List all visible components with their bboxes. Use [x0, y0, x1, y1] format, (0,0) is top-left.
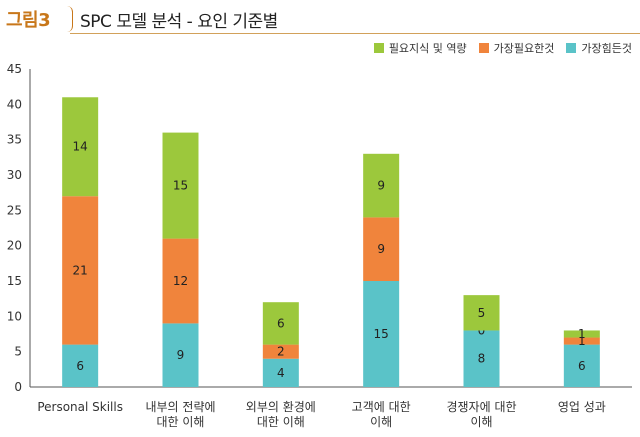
- x-tick-label: 대한 이해: [257, 415, 305, 429]
- legend-item-hardest: 가장힘든것: [566, 40, 632, 56]
- legend-label-knowledge: 필요지식 및 역량: [388, 42, 467, 55]
- data-label: 9: [377, 242, 385, 256]
- bar-segment: [463, 330, 500, 387]
- bar-segment: [162, 132, 199, 239]
- y-tick-label: 0: [14, 380, 22, 394]
- title-underline: [70, 33, 640, 34]
- legend-label-hardest: 가장힘든것: [581, 42, 632, 55]
- bar-segment: [563, 344, 600, 387]
- figure-tag: 그림3: [6, 10, 51, 31]
- bar-segment: [162, 238, 199, 324]
- x-tick-label: 이해: [470, 415, 492, 429]
- bar-segment: [62, 97, 99, 197]
- legend-item-needed: 가장필요한것: [478, 40, 555, 56]
- y-tick-label: 5: [14, 345, 22, 359]
- legend-label-needed: 가장필요한것: [493, 42, 555, 55]
- bar-segment: [363, 281, 400, 387]
- x-tick-label: 내부의 전략에: [145, 400, 215, 414]
- y-tick-label: 15: [7, 274, 22, 288]
- legend: 필요지식 및 역량 가장필요한것 가장힘든것: [373, 40, 632, 56]
- x-tick-label: 외부의 환경에: [246, 400, 316, 414]
- data-label: 5: [478, 306, 486, 320]
- data-label: 6: [76, 359, 84, 373]
- x-tick-label: 경쟁자에 대한: [446, 400, 516, 414]
- data-label: 8: [478, 352, 486, 366]
- legend-swatch-hardest: [566, 43, 577, 53]
- bar-segment: [262, 344, 299, 359]
- y-tick-label: 40: [7, 97, 22, 111]
- bar-segment: [363, 153, 400, 218]
- chart-title: SPC 모델 분석 - 요인 기준별: [80, 12, 278, 32]
- bar-segment: [62, 344, 99, 387]
- data-label: 15: [173, 179, 188, 193]
- y-tick-label: 45: [7, 62, 22, 76]
- data-label: 1: [578, 334, 586, 348]
- bar-segment: [363, 217, 400, 281]
- data-label: 2: [277, 345, 285, 359]
- bar-segment: [162, 323, 199, 387]
- data-label: 14: [73, 140, 88, 154]
- y-tick-label: 10: [7, 309, 22, 323]
- data-label: 12: [173, 274, 188, 288]
- y-tick-label: 35: [7, 133, 22, 147]
- x-tick-label: Personal Skills: [37, 400, 123, 414]
- y-tick-label: 30: [7, 168, 22, 182]
- x-tick-label: 이해: [370, 415, 392, 429]
- legend-swatch-knowledge: [373, 43, 384, 53]
- data-label: 1: [578, 327, 586, 341]
- bar-segment: [463, 295, 500, 331]
- x-tick-label: 고객에 대한: [352, 400, 411, 414]
- data-label: 6: [277, 316, 285, 330]
- legend-item-knowledge: 필요지식 및 역량: [373, 40, 467, 56]
- data-label: 4: [277, 366, 285, 380]
- x-tick-label: 대한 이해: [157, 415, 205, 429]
- y-tick-label: 20: [7, 239, 22, 253]
- data-label: 15: [374, 327, 389, 341]
- y-tick-label: 25: [7, 203, 22, 217]
- data-label: 9: [177, 348, 185, 362]
- title-separator: [66, 6, 73, 32]
- legend-swatch-needed: [478, 43, 489, 53]
- bar-segment: [563, 337, 600, 345]
- data-label: 21: [73, 263, 88, 277]
- bar-segment: [262, 358, 299, 387]
- x-tick-label: 영업 성과: [558, 400, 606, 414]
- bar-segment: [563, 330, 600, 338]
- data-label: 6: [578, 359, 586, 373]
- bar-segment: [62, 196, 99, 345]
- bar-segment: [262, 302, 299, 345]
- data-label: 9: [377, 179, 385, 193]
